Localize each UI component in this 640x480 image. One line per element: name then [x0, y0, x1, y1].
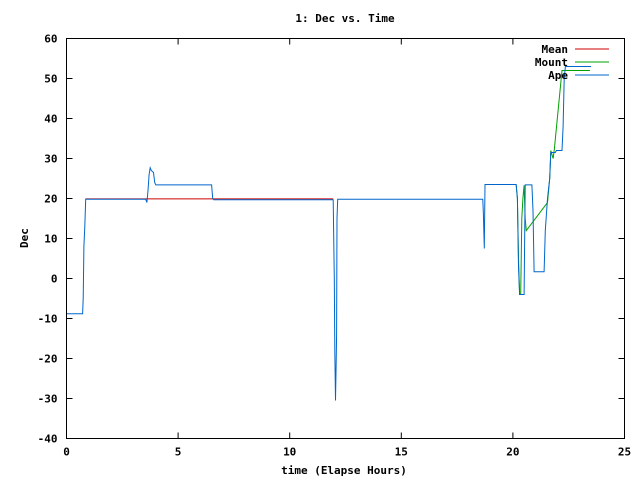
legend-label-mount: Mount [535, 56, 568, 69]
y-tick-label-7: 30 [44, 153, 57, 166]
legend-label-ape: Ape [548, 69, 568, 82]
y-tick-label-0: -40 [38, 433, 58, 446]
chart-title: 1: Dec vs. Time [295, 12, 395, 25]
x-tick-label-4: 20 [506, 446, 519, 459]
legend-label-mean: Mean [542, 43, 569, 56]
x-tick-label-0: 0 [63, 446, 70, 459]
y-tick-label-6: 20 [44, 193, 57, 206]
x-tick-label-1: 5 [175, 446, 182, 459]
axis-ticks: 0 5 10 15 20 25 -40 -30 -20 -10 0 10 20 30 40 50 60 [38, 33, 632, 459]
y-tick-label-9: 50 [44, 73, 57, 86]
series-layer [66, 66, 591, 401]
y-tick-label-2: -20 [38, 353, 58, 366]
plot-frame [66, 38, 625, 439]
series-line-mount [515, 70, 590, 295]
y-tick-label-3: -10 [38, 313, 58, 326]
y-tick-label-5: 10 [44, 233, 57, 246]
series-line-ape [66, 66, 591, 401]
y-tick-label-4: 0 [51, 273, 58, 286]
y-tick-label-8: 40 [44, 113, 57, 126]
y-axis-label: Dec [18, 228, 31, 248]
x-axis-label: time (Elapse Hours) [281, 464, 407, 477]
x-tick-label-2: 10 [283, 446, 296, 459]
y-tick-label-10: 60 [44, 33, 57, 46]
y-tick-label-1: -30 [38, 393, 58, 406]
x-tick-label-3: 15 [395, 446, 408, 459]
x-tick-label-5: 25 [618, 446, 631, 459]
